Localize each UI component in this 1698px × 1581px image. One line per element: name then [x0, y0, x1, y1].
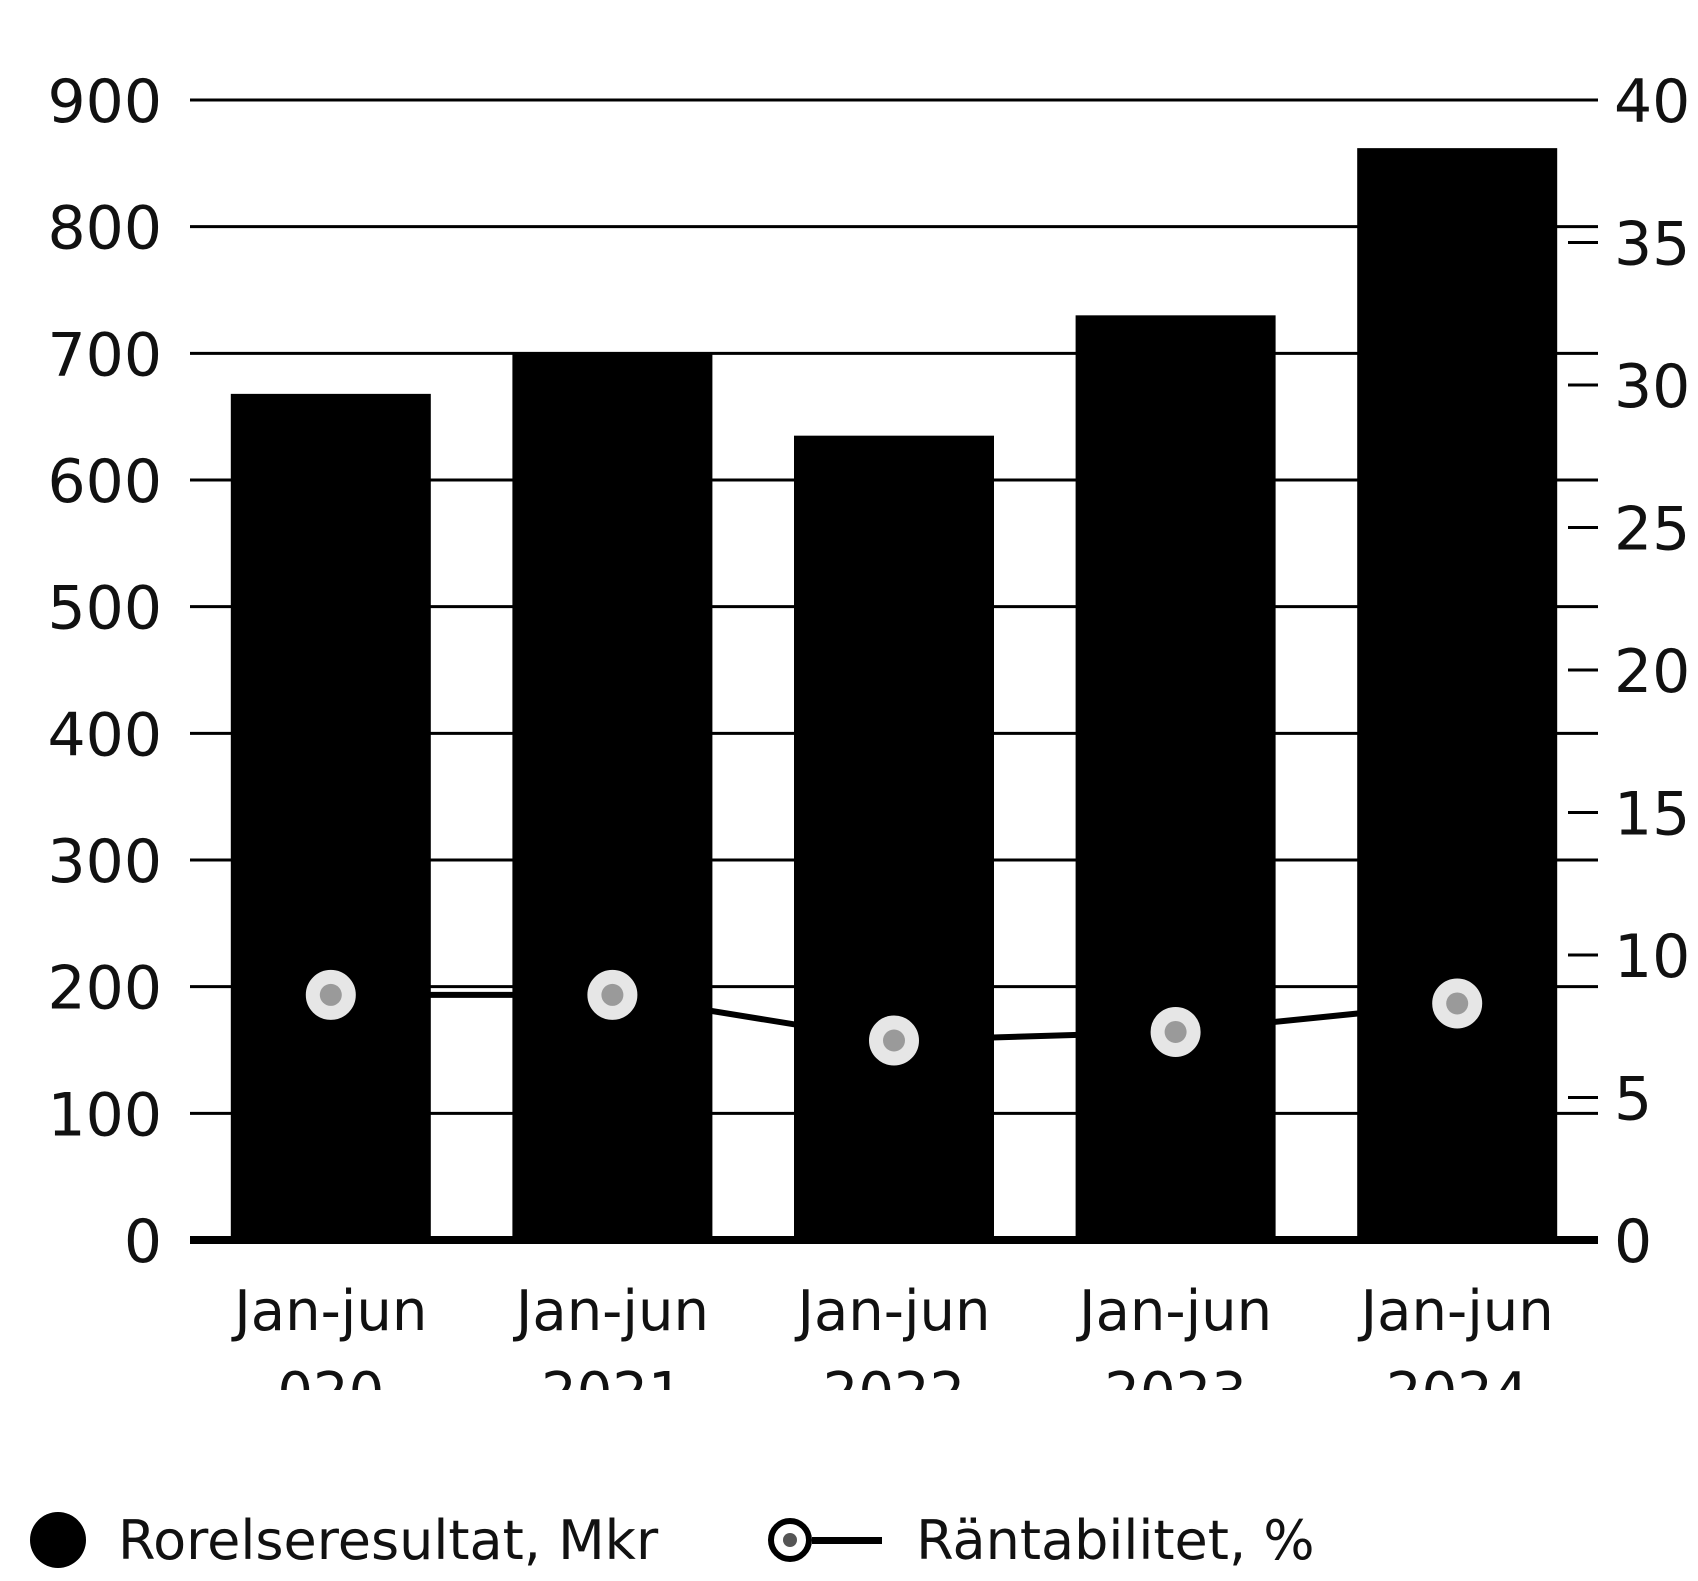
y-right-tick-label: 25	[1614, 495, 1690, 565]
y-right-tick-label: 0	[1614, 1207, 1652, 1277]
line-point-core	[883, 1029, 905, 1052]
x-tick-label: 020	[277, 1361, 384, 1390]
bar	[1357, 148, 1558, 1241]
x-tick-label: Jan-jun	[1358, 1279, 1554, 1344]
y-left-tick-label: 800	[47, 194, 162, 264]
x-tick-label: Jan-jun	[513, 1279, 709, 1344]
x-tick-label: 2023	[1104, 1361, 1247, 1390]
bar	[230, 393, 431, 1240]
y-right-tick-label: 5	[1614, 1065, 1652, 1135]
x-tick-label: Jan-jun	[794, 1279, 990, 1344]
y-left-tick-label: 200	[47, 954, 162, 1024]
y-left-tick-label: 400	[47, 700, 162, 770]
y-right-tick-label: 15	[1614, 780, 1690, 850]
y-right-tick-label: 20	[1614, 637, 1690, 707]
line-point-core	[1446, 992, 1469, 1015]
y-left-tick-label: 700	[47, 320, 162, 390]
y-left-tick-label: 900	[47, 67, 162, 137]
legend-line-swatch	[768, 1512, 888, 1568]
legend-bar-label: Rorelseresultat, Mkr	[118, 1508, 659, 1572]
line-point-core	[319, 983, 342, 1006]
chart-legend: Rorelseresultat, Mkr Räntabilitet, %	[30, 1505, 1425, 1575]
y-right-tick-label: 30	[1614, 352, 1690, 422]
y-left-tick-label: 0	[124, 1207, 162, 1277]
y-left-tick-label: 300	[47, 827, 162, 897]
x-tick-label: 2022	[823, 1361, 966, 1390]
x-tick-label: 2021	[541, 1361, 684, 1390]
bar	[1075, 315, 1276, 1240]
y-left-tick-label: 100	[47, 1080, 162, 1150]
x-tick-label: 2024	[1386, 1361, 1529, 1390]
combo-chart: 0 100 200 300 400 500 600 700 800 900 0 5 10 15 20 25 30…	[47, 67, 1690, 1390]
y-right-tick-label: 10	[1614, 922, 1690, 992]
x-tick-label: Jan-jun	[231, 1279, 427, 1344]
y-right-tick-label: 40	[1614, 67, 1690, 137]
line-point-core	[601, 983, 624, 1006]
bar	[512, 353, 713, 1240]
legend-item-line: Räntabilitet, %	[768, 1508, 1315, 1572]
y-right-tick-label: 35	[1614, 210, 1690, 280]
line-point-core	[1164, 1020, 1187, 1043]
y-left-tick-label: 600	[47, 447, 162, 517]
legend-line-label: Räntabilitet, %	[916, 1508, 1315, 1572]
x-tick-label: Jan-jun	[1076, 1279, 1272, 1344]
y-left-tick-label: 500	[47, 574, 162, 644]
legend-item-bars: Rorelseresultat, Mkr	[30, 1509, 658, 1572]
bar	[794, 435, 994, 1241]
legend-bar-swatch	[30, 1512, 86, 1568]
